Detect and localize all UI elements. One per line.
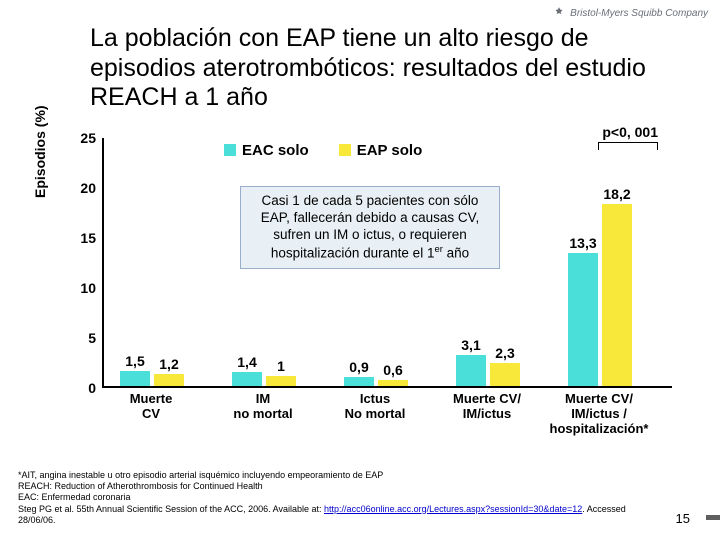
bar-eap — [602, 204, 632, 386]
y-tick: 10 — [70, 280, 96, 296]
y-tick: 15 — [70, 230, 96, 246]
bar-value: 2,3 — [485, 345, 525, 361]
chart: Episodios (%) p<0, 001 EAC solo EAP solo… — [60, 138, 680, 438]
reference-link[interactable]: http://acc06online.acc.org/Lectures.aspx… — [324, 504, 582, 514]
bar-eac — [456, 355, 486, 386]
y-tick: 0 — [70, 380, 96, 396]
company-name: Bristol-Myers Squibb Company — [570, 8, 708, 19]
y-tick: 25 — [70, 130, 96, 146]
x-tick-label: Muerte CV/IM/ictus /hospitalización* — [549, 392, 649, 437]
x-tick-label: IMno mortal — [213, 392, 313, 422]
bar-value: 13,3 — [563, 235, 603, 251]
slide-title: La población con EAP tiene un alto riesg… — [90, 24, 680, 113]
x-tick-label: MuerteCV — [101, 392, 201, 422]
footnote-line: EAC: Enfermedad coronaria — [18, 492, 660, 503]
edge-decoration — [706, 515, 720, 520]
footnote-line: *AIT, angina inestable u otro episodio a… — [18, 470, 660, 481]
bar-eac — [120, 371, 150, 386]
bar-value: 1,2 — [149, 356, 189, 372]
bar-eap — [154, 374, 184, 386]
bar-value: 0,6 — [373, 362, 413, 378]
x-tick-label: Muerte CV/IM/ictus — [437, 392, 537, 422]
bar-eap — [490, 363, 520, 386]
callout-box: Casi 1 de cada 5 pacientes con sólo EAP,… — [240, 186, 500, 269]
footnote-line: Steg PG et al. 55th Annual Scientific Se… — [18, 504, 660, 527]
bar-eap — [266, 376, 296, 386]
bar-eac — [344, 377, 374, 386]
y-axis-label: Episodios (%) — [32, 105, 48, 198]
page-number: 15 — [676, 511, 690, 526]
y-tick: 20 — [70, 180, 96, 196]
footnote-line: REACH: Reduction of Atherothrombosis for… — [18, 481, 660, 492]
x-tick-label: IctusNo mortal — [325, 392, 425, 422]
hand-icon — [552, 6, 566, 20]
bar-eac — [232, 372, 262, 386]
bar-value: 18,2 — [597, 186, 637, 202]
bar-eap — [378, 380, 408, 386]
company-logo: Bristol-Myers Squibb Company — [552, 6, 708, 20]
footnote: *AIT, angina inestable u otro episodio a… — [18, 470, 660, 526]
bar-value: 1 — [261, 358, 301, 374]
bar-eac — [568, 253, 598, 386]
plot-area: p<0, 001 EAC solo EAP solo Casi 1 de cad… — [102, 138, 672, 388]
y-tick: 5 — [70, 330, 96, 346]
